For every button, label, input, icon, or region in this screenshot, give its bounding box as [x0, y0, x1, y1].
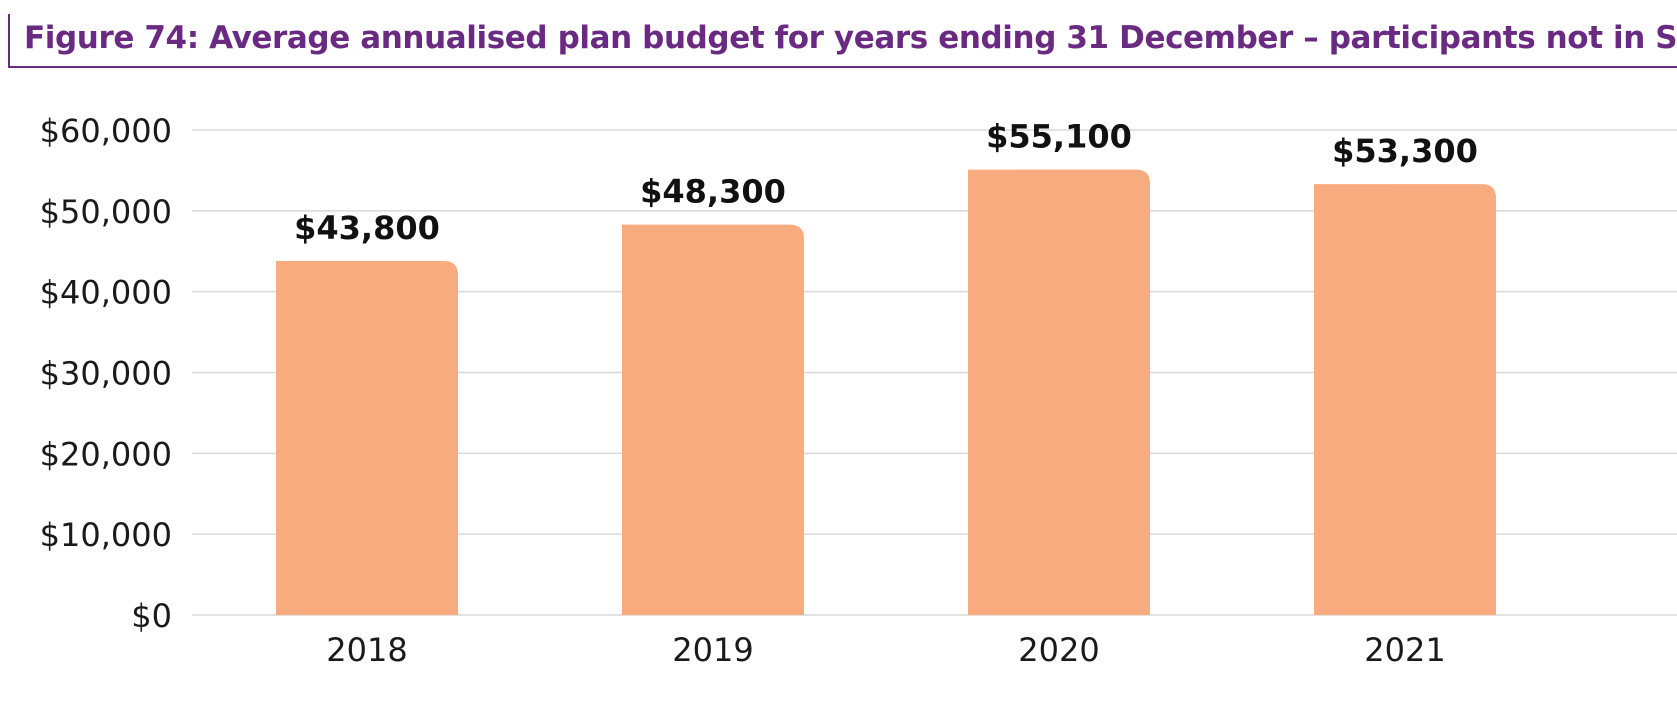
y-tick-label: $20,000 — [40, 435, 172, 473]
bars — [276, 169, 1496, 616]
x-tick-label: 2019 — [672, 631, 753, 669]
y-tick-label: $60,000 — [40, 112, 172, 150]
y-tick-label: $0 — [131, 597, 172, 635]
figure-title-bar: Figure 74: Average annualised plan budge… — [8, 14, 1677, 68]
data-label: $55,100 — [986, 118, 1132, 156]
x-tick-label: 2020 — [1018, 631, 1099, 669]
bar — [968, 169, 1150, 615]
data-labels: $43,800 $48,300 $55,100 $53,300 — [294, 118, 1478, 247]
x-axis-ticks: 2018 2019 2020 2021 — [326, 631, 1445, 669]
y-tick-label: $50,000 — [40, 193, 172, 231]
x-tick-label: 2018 — [326, 631, 407, 669]
y-tick-label: $40,000 — [40, 274, 172, 312]
figure-title: Figure 74: Average annualised plan budge… — [24, 20, 1677, 56]
y-tick-label: $10,000 — [40, 516, 172, 554]
bar — [1314, 184, 1496, 616]
bar — [276, 260, 458, 615]
bar — [622, 224, 804, 615]
data-label: $43,800 — [294, 209, 440, 247]
x-tick-label: 2021 — [1364, 631, 1445, 669]
data-label: $53,300 — [1332, 132, 1478, 170]
y-tick-label: $30,000 — [40, 355, 172, 393]
data-label: $48,300 — [640, 173, 786, 211]
y-axis-ticks: $0 $10,000 $20,000 $30,000 $40,000 $50,000 $60… — [40, 112, 172, 635]
